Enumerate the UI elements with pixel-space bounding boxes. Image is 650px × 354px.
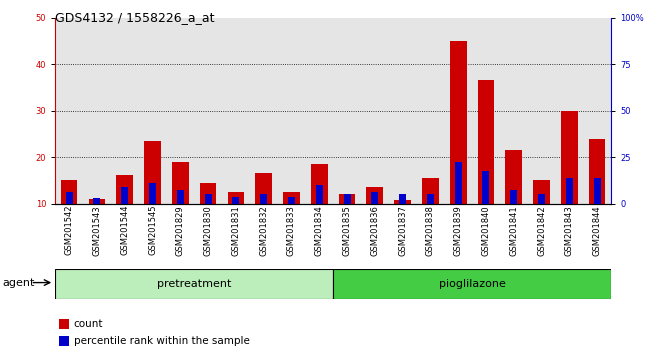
- Bar: [566, 178, 573, 204]
- Bar: [306, 18, 333, 204]
- Bar: [422, 178, 439, 204]
- Bar: [561, 110, 578, 204]
- Bar: [61, 180, 77, 204]
- Bar: [227, 192, 244, 204]
- Bar: [250, 18, 278, 204]
- Bar: [395, 200, 411, 204]
- Bar: [278, 18, 306, 204]
- Bar: [589, 138, 605, 204]
- Bar: [121, 187, 128, 204]
- Bar: [283, 192, 300, 204]
- Bar: [59, 336, 69, 346]
- Bar: [200, 183, 216, 204]
- Bar: [177, 190, 184, 204]
- Bar: [288, 196, 295, 204]
- Bar: [445, 18, 472, 204]
- Bar: [222, 18, 250, 204]
- Bar: [111, 18, 138, 204]
- Bar: [417, 18, 445, 204]
- Bar: [371, 192, 378, 204]
- Text: percentile rank within the sample: percentile rank within the sample: [73, 336, 250, 346]
- Bar: [367, 187, 383, 204]
- Bar: [255, 173, 272, 204]
- Bar: [593, 178, 601, 204]
- Bar: [478, 80, 494, 204]
- Text: agent: agent: [3, 278, 35, 287]
- Bar: [232, 196, 239, 204]
- Bar: [399, 194, 406, 204]
- Text: pretreatment: pretreatment: [157, 279, 231, 289]
- Bar: [260, 194, 267, 204]
- Bar: [205, 194, 212, 204]
- Bar: [94, 198, 101, 204]
- Bar: [316, 185, 323, 204]
- Bar: [166, 18, 194, 204]
- Bar: [194, 18, 222, 204]
- Bar: [450, 41, 467, 204]
- Bar: [144, 141, 161, 204]
- Bar: [138, 18, 166, 204]
- Bar: [389, 18, 417, 204]
- Bar: [555, 18, 583, 204]
- Bar: [533, 180, 550, 204]
- Bar: [583, 18, 611, 204]
- Bar: [88, 199, 105, 204]
- Bar: [500, 18, 528, 204]
- Text: count: count: [73, 319, 103, 329]
- Bar: [482, 171, 489, 204]
- Bar: [55, 18, 83, 204]
- Bar: [333, 18, 361, 204]
- Bar: [311, 164, 328, 204]
- Text: GDS4132 / 1558226_a_at: GDS4132 / 1558226_a_at: [55, 11, 214, 24]
- Bar: [339, 194, 356, 204]
- Bar: [66, 192, 73, 204]
- Bar: [506, 150, 522, 204]
- Bar: [59, 319, 69, 329]
- Bar: [333, 269, 611, 299]
- Bar: [361, 18, 389, 204]
- Bar: [472, 18, 500, 204]
- Bar: [538, 194, 545, 204]
- Bar: [172, 162, 188, 204]
- Bar: [116, 175, 133, 204]
- Bar: [55, 269, 333, 299]
- Bar: [427, 194, 434, 204]
- Bar: [528, 18, 556, 204]
- Bar: [83, 18, 111, 204]
- Bar: [149, 183, 156, 204]
- Bar: [343, 194, 350, 204]
- Text: pioglilazone: pioglilazone: [439, 279, 506, 289]
- Bar: [454, 162, 462, 204]
- Bar: [510, 190, 517, 204]
